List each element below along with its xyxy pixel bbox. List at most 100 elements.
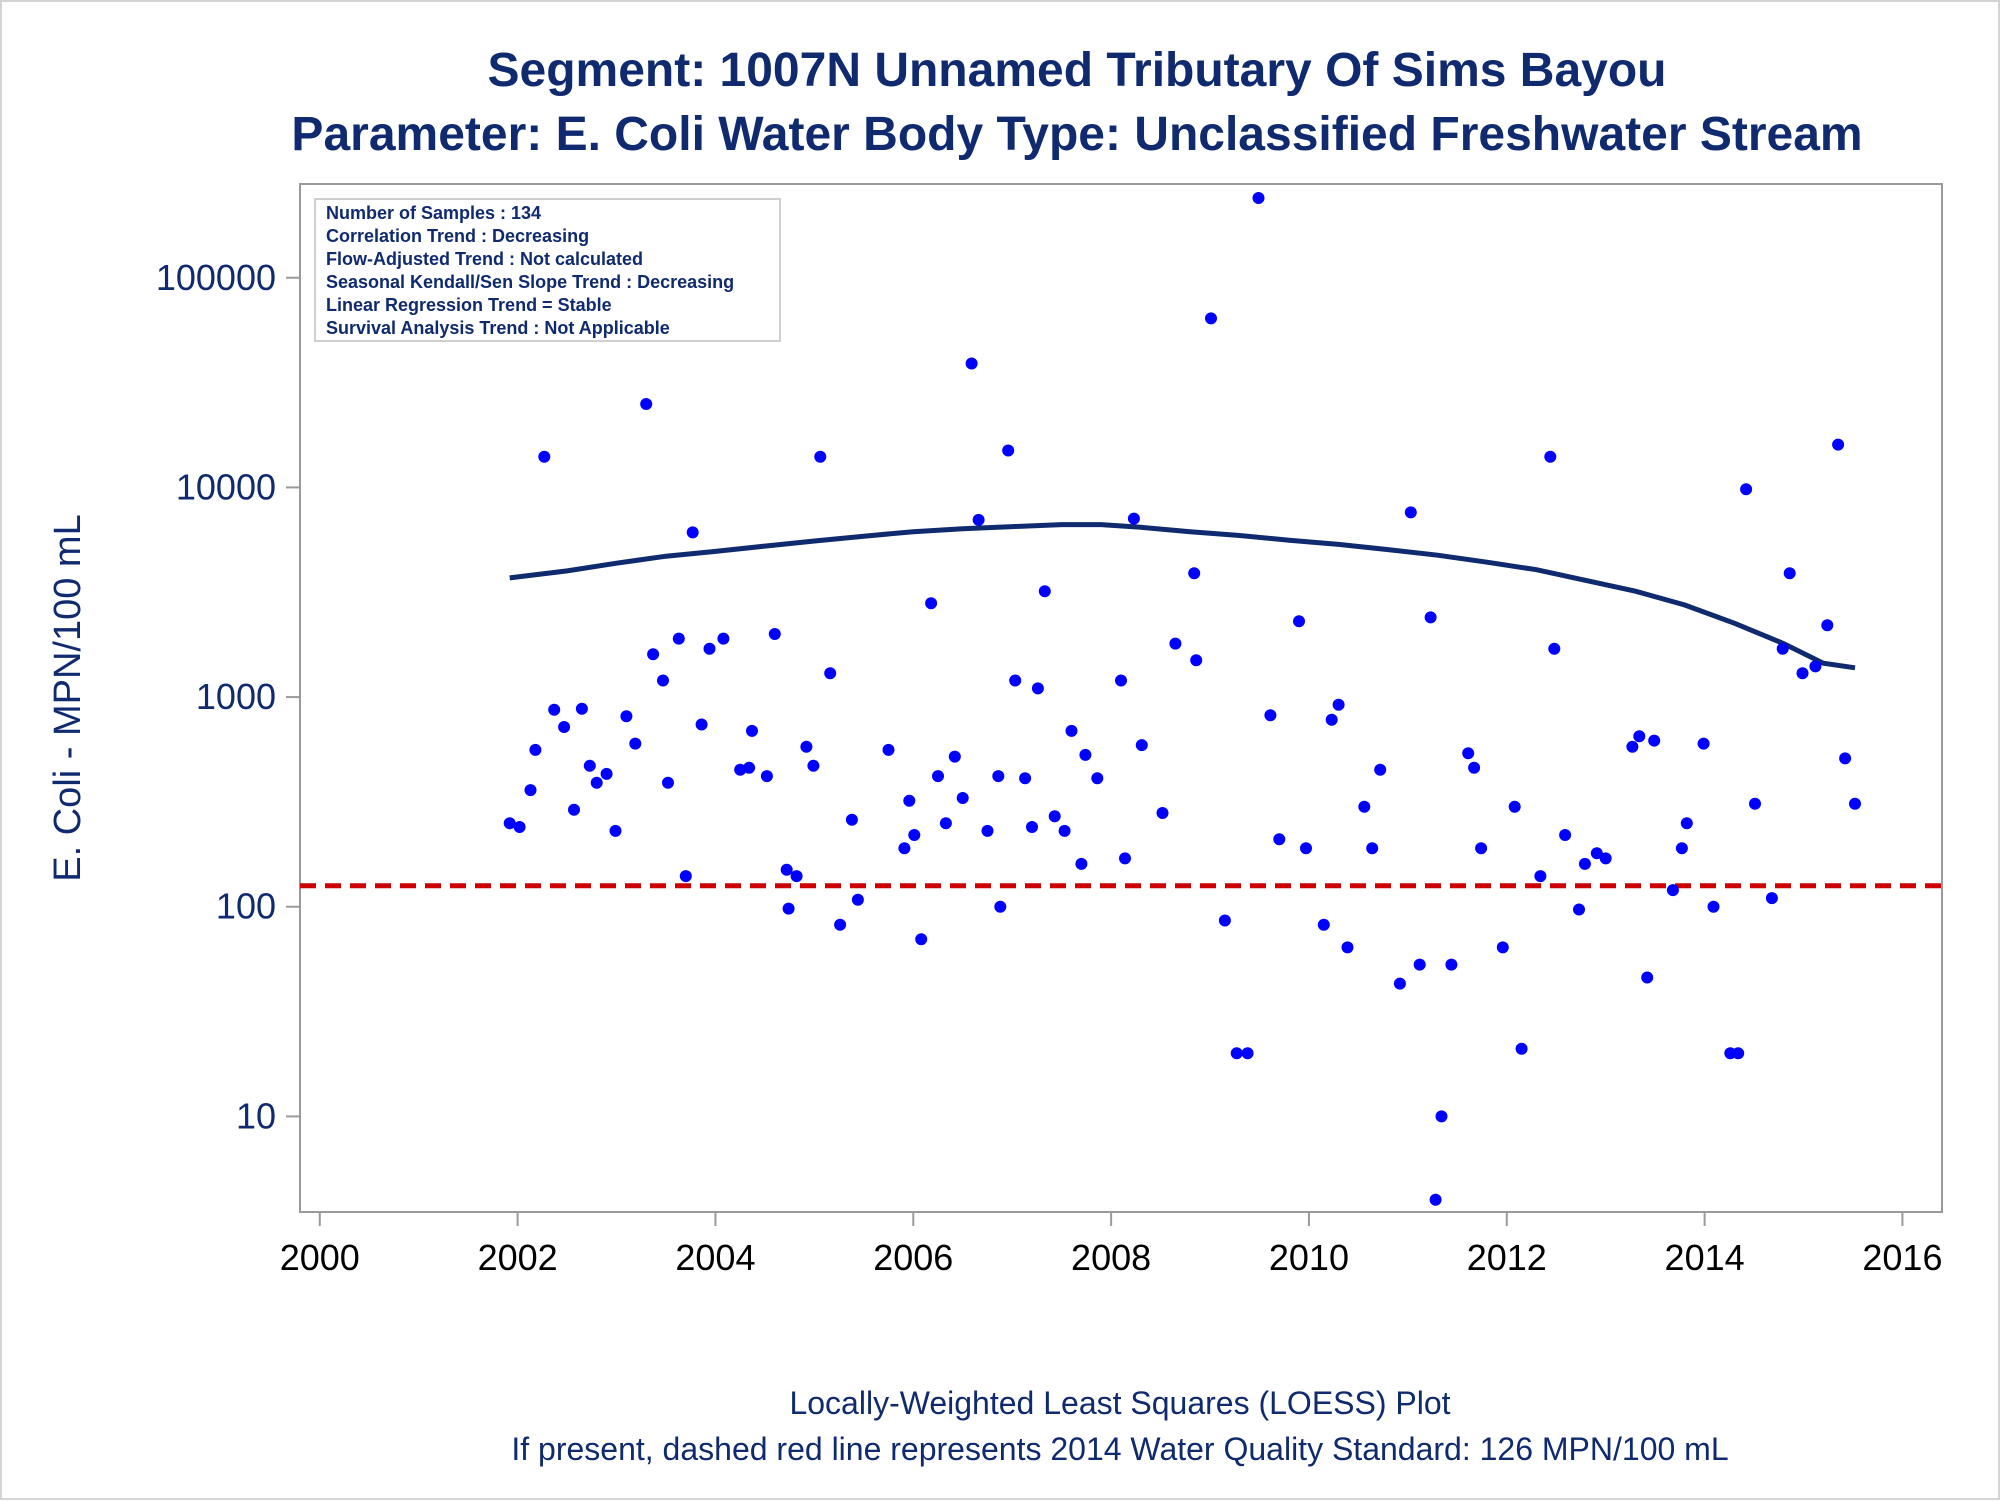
data-point xyxy=(1115,674,1127,687)
data-point xyxy=(1633,730,1646,743)
info-seasonal-kendall-trend: Seasonal Kendall/Sen Slope Trend : Decre… xyxy=(326,272,734,292)
data-point xyxy=(1241,1047,1254,1060)
data-point xyxy=(662,776,674,789)
data-point xyxy=(620,710,633,723)
data-point xyxy=(1749,797,1761,810)
data-point xyxy=(1573,903,1585,916)
data-point xyxy=(1732,1047,1745,1060)
data-point xyxy=(558,721,571,733)
data-point xyxy=(657,674,669,687)
x-tick-label: 2014 xyxy=(1665,1237,1745,1278)
data-point xyxy=(768,628,781,640)
data-point xyxy=(1680,817,1693,830)
data-point xyxy=(548,703,561,716)
loess-curve xyxy=(509,522,1856,671)
data-point xyxy=(780,863,793,876)
data-point xyxy=(1188,567,1201,580)
data-point xyxy=(1031,682,1044,695)
x-tick-label: 2004 xyxy=(675,1237,755,1278)
data-point xyxy=(908,829,921,841)
data-point xyxy=(1429,1193,1442,1206)
data-point xyxy=(1515,1042,1528,1055)
x-tick-label: 2010 xyxy=(1269,1237,1349,1278)
data-point xyxy=(1358,800,1371,813)
data-point xyxy=(1230,1047,1243,1060)
data-point xyxy=(746,724,758,737)
data-point xyxy=(1648,734,1661,747)
data-point xyxy=(800,740,813,753)
data-point xyxy=(824,667,837,680)
data-point xyxy=(965,357,978,370)
data-point xyxy=(915,933,928,946)
data-point xyxy=(538,450,551,463)
data-point xyxy=(760,770,773,783)
data-point xyxy=(1404,506,1417,519)
data-point xyxy=(575,702,588,715)
data-point xyxy=(956,792,969,804)
data-point xyxy=(529,743,542,756)
data-point xyxy=(925,597,938,610)
data-point xyxy=(834,918,847,931)
sample-points xyxy=(503,192,1861,1206)
info-box-border xyxy=(314,198,781,342)
data-point xyxy=(1849,797,1861,810)
y-tick-label: 100 xyxy=(216,886,276,927)
data-point xyxy=(1325,713,1338,726)
data-point xyxy=(1435,1110,1448,1123)
data-point xyxy=(695,718,708,731)
data-point xyxy=(1508,800,1521,813)
x-tick-label: 2016 xyxy=(1862,1237,1942,1278)
data-point xyxy=(1002,444,1015,457)
data-point xyxy=(1341,941,1354,954)
data-point xyxy=(647,648,660,661)
data-point xyxy=(981,824,994,837)
data-point xyxy=(503,817,516,830)
data-point xyxy=(790,870,803,883)
data-point xyxy=(1026,821,1038,833)
data-point xyxy=(1697,737,1710,750)
data-point xyxy=(1317,918,1330,931)
data-point xyxy=(1273,833,1286,846)
data-point xyxy=(882,743,895,756)
data-point xyxy=(1776,642,1789,655)
x-tick-label: 2012 xyxy=(1467,1237,1547,1278)
data-point xyxy=(851,893,864,906)
data-point xyxy=(679,870,692,883)
data-point xyxy=(1599,852,1612,865)
data-point xyxy=(524,784,537,797)
data-point xyxy=(568,803,580,816)
data-point xyxy=(1496,941,1509,954)
info-flow-adjusted-trend: Flow-Adjusted Trend : Not calculated xyxy=(326,249,643,269)
data-point xyxy=(1065,724,1078,737)
data-point xyxy=(1019,772,1032,785)
data-point xyxy=(1765,892,1778,905)
x-tick-label: 2002 xyxy=(478,1237,558,1278)
data-point xyxy=(948,750,961,763)
data-point xyxy=(1127,512,1140,525)
data-point xyxy=(903,794,916,807)
y-axis-label: E. Coli - MPN/100 mL xyxy=(47,514,89,881)
data-point xyxy=(1252,192,1265,204)
data-point xyxy=(513,821,526,833)
data-point xyxy=(1468,761,1481,774)
data-point xyxy=(807,759,820,772)
y-tick-label: 100000 xyxy=(156,257,276,298)
data-point xyxy=(1475,842,1488,855)
data-point xyxy=(992,770,1005,783)
data-point xyxy=(743,761,756,774)
data-point xyxy=(1079,748,1092,761)
data-point xyxy=(1578,857,1591,870)
y-tick-label: 1000 xyxy=(196,676,276,717)
data-point xyxy=(1424,611,1437,624)
data-point xyxy=(1707,900,1720,913)
x-tick-label: 2006 xyxy=(873,1237,953,1278)
data-point xyxy=(1548,642,1561,655)
info-correlation-trend: Correlation Trend : Decreasing xyxy=(326,226,589,246)
data-point xyxy=(1156,807,1169,819)
data-point xyxy=(1796,667,1809,680)
data-point xyxy=(672,632,685,645)
data-point xyxy=(590,776,603,789)
data-point xyxy=(1009,674,1022,687)
